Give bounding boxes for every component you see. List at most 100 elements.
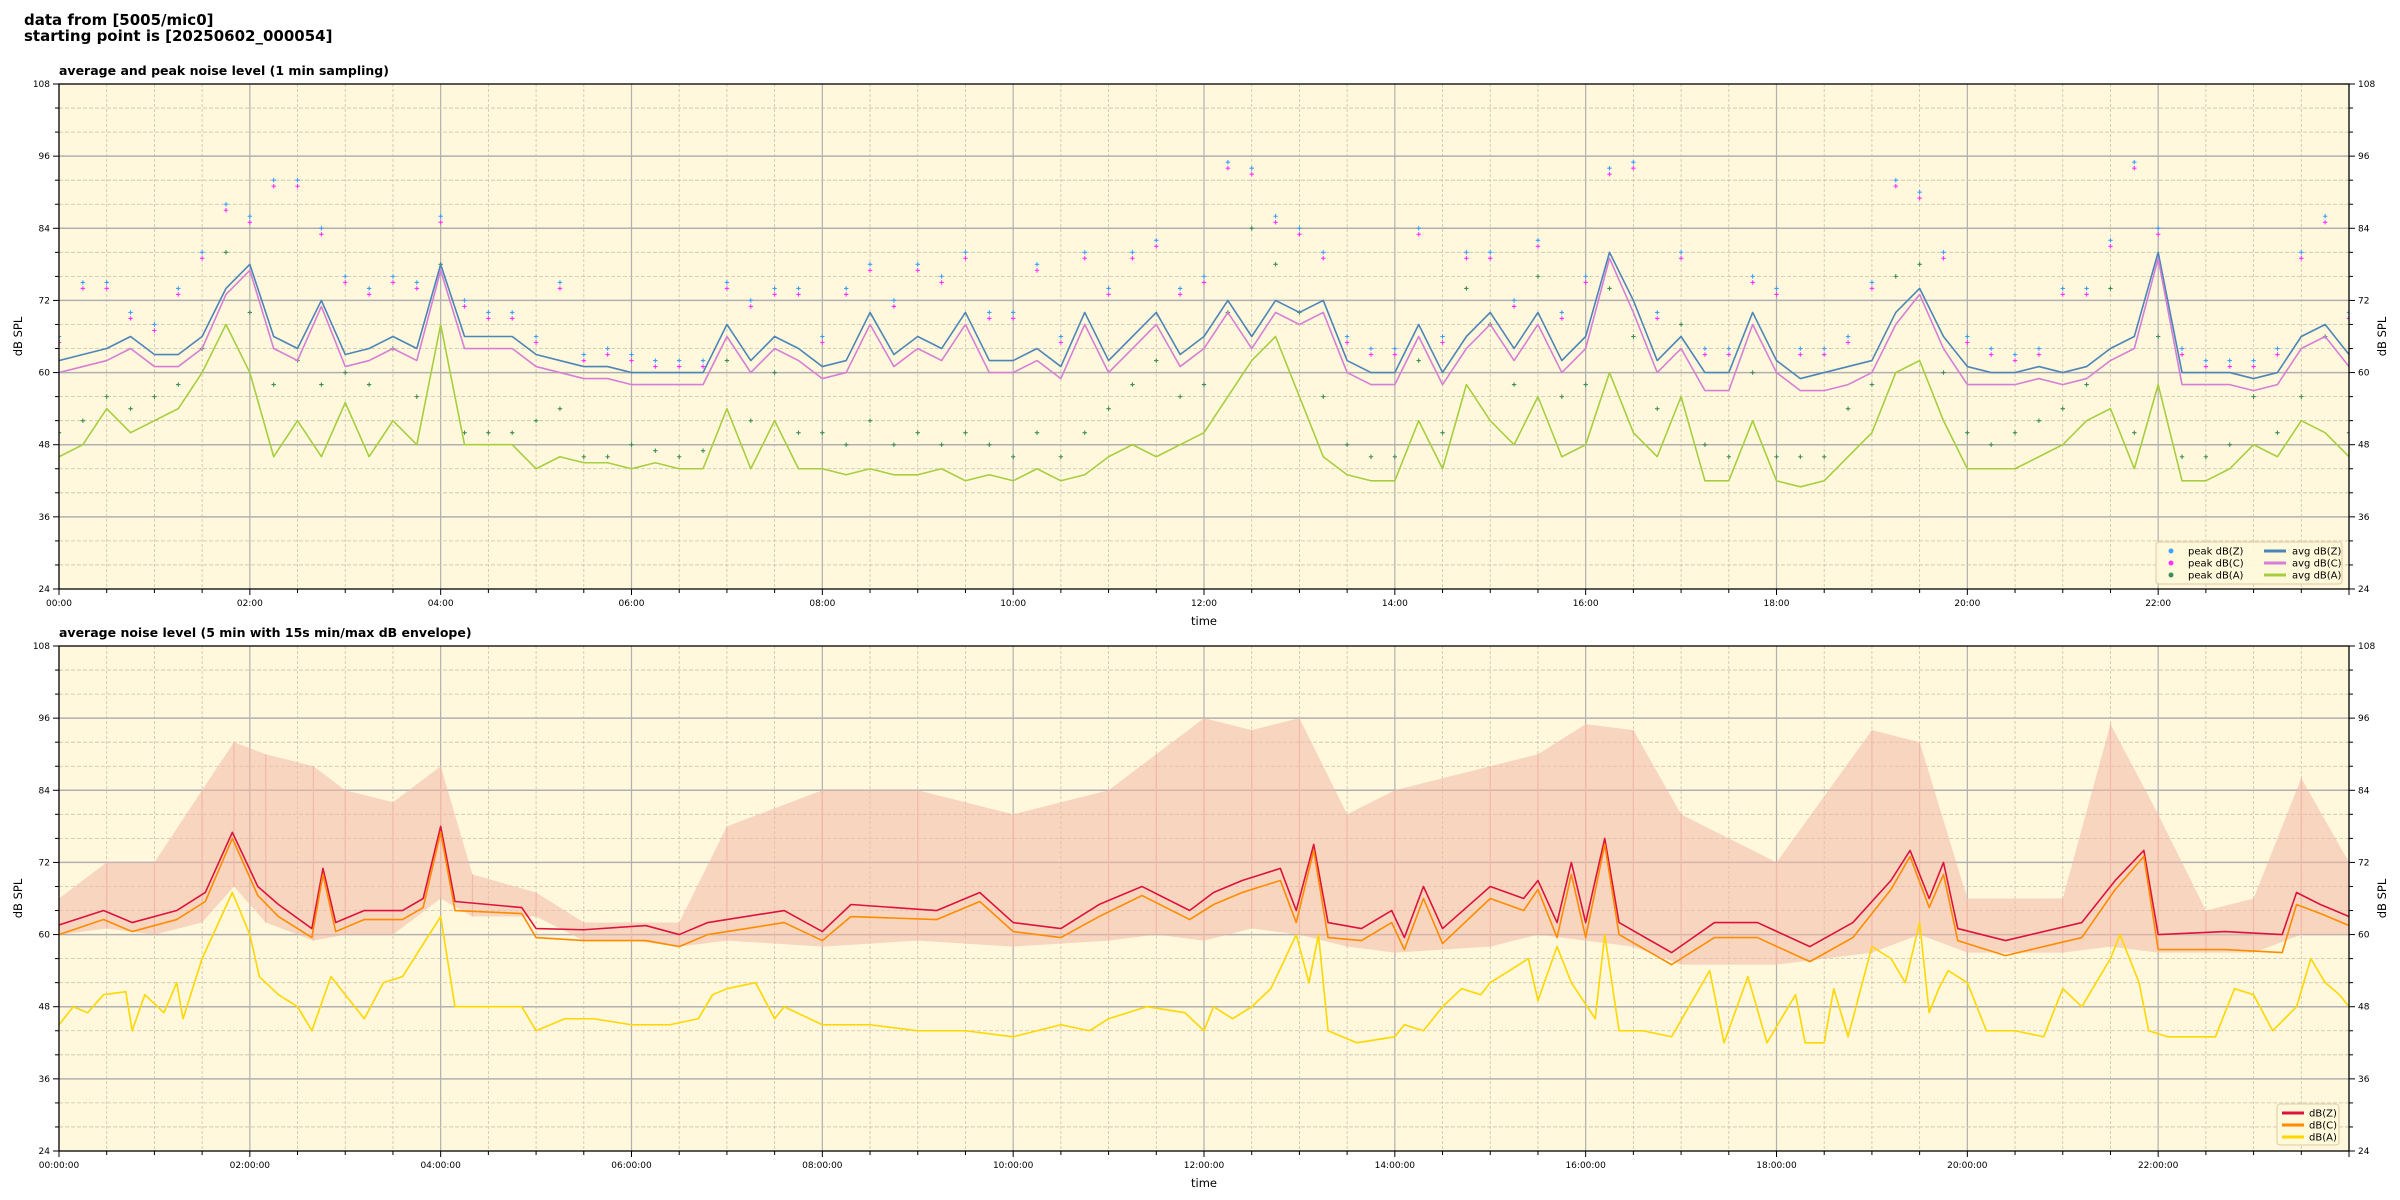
peak-point (1368, 454, 1374, 459)
peak-point (319, 382, 324, 387)
peak-point (1798, 352, 1803, 357)
peak-point (629, 352, 634, 357)
peak-point (366, 382, 372, 387)
x-tick-label: 04:00 (428, 599, 454, 609)
peak-point (1344, 334, 1350, 339)
peak-point (605, 454, 610, 459)
peak-point (2012, 430, 2018, 435)
peak-point (2012, 358, 2018, 363)
peak-point (1941, 370, 1946, 375)
peak-point (2155, 334, 2161, 339)
peak-point (1058, 334, 1064, 339)
peak-point (1965, 334, 1970, 339)
series-line-avg-db-a (59, 323, 2349, 488)
peak-point (1726, 346, 1731, 351)
peak-point (2060, 292, 2065, 297)
legend-label: dB(A) (2309, 1133, 2337, 1144)
peak-point (1631, 159, 1636, 165)
peak-point (2346, 310, 2349, 315)
peak-point (677, 358, 682, 363)
legend-label: peak dB(A) (2188, 571, 2244, 582)
peak-point (2299, 250, 2304, 255)
y-tick-label-right: 60 (2358, 369, 2370, 379)
peak-point (1845, 406, 1851, 411)
peak-point (1607, 165, 1612, 171)
legend-label: dB(Z) (2309, 1109, 2337, 1120)
peak-point (2299, 256, 2304, 261)
peak-point (2132, 165, 2137, 171)
y-tick-label-right: 24 (2358, 585, 2370, 595)
peak-point (820, 430, 825, 435)
peak-point (843, 286, 849, 291)
peak-point (1535, 238, 1541, 243)
peak-point (939, 274, 944, 279)
peak-point (820, 334, 825, 339)
y-tick-label-right: 24 (2358, 1147, 2370, 1157)
peak-point (1917, 262, 1922, 267)
peak-point (128, 406, 133, 411)
peak-point (2251, 364, 2256, 369)
peak-point (1392, 454, 1398, 459)
plot-content (59, 159, 2349, 488)
peak-point (414, 286, 420, 291)
peak-point (2084, 292, 2089, 297)
peak-point (414, 394, 420, 399)
peak-point (1392, 352, 1398, 357)
peak-point (533, 340, 539, 345)
peak-point (1273, 214, 1278, 219)
peak-point (1535, 274, 1541, 279)
peak-point (1177, 286, 1183, 291)
legend-label: peak dB(Z) (2188, 547, 2244, 558)
peak-point (1130, 250, 1135, 255)
peak-point (2203, 364, 2209, 369)
x-tick-label: 14:00:00 (1375, 1161, 1416, 1171)
peak-point (748, 418, 753, 423)
peak-point (343, 280, 348, 285)
x-tick-label: 16:00:00 (1565, 1161, 1606, 1171)
peak-point (1893, 177, 1898, 183)
peak-point (104, 394, 109, 399)
peak-point (486, 430, 491, 435)
y-tick-label-left: 48 (39, 1003, 51, 1013)
peak-point (796, 430, 801, 435)
peak-point (2036, 346, 2042, 351)
peak-point (1034, 262, 1040, 267)
peak-point (1965, 430, 1970, 435)
peak-point (1201, 280, 1207, 285)
x-tick-label: 12:00 (1191, 599, 1217, 609)
bottom-chart-title: average noise level (5 min with 15s min/… (59, 625, 472, 640)
y-tick-label-left: 108 (33, 642, 50, 652)
peak-point (557, 406, 563, 411)
peak-point (1822, 454, 1827, 459)
peak-point (223, 208, 229, 213)
x-axis-label: time (1191, 1176, 1217, 1190)
peak-point (1726, 454, 1731, 459)
peak-point (271, 177, 276, 183)
x-tick-label: 20:00 (1954, 599, 1980, 609)
peak-point (748, 298, 753, 303)
peak-point (2251, 394, 2256, 399)
peak-point (1583, 280, 1588, 285)
peak-point (653, 364, 658, 369)
peak-point (152, 328, 157, 333)
peak-point (605, 346, 610, 351)
y-tick-label-right: 84 (2358, 786, 2370, 796)
peak-point (80, 286, 86, 291)
y-tick-label-left: 60 (39, 369, 51, 379)
peak-point (1655, 310, 1660, 315)
peak-point (1988, 352, 1994, 357)
series-line-db-a (59, 891, 2349, 1044)
y-tick-label-right: 84 (2358, 224, 2370, 234)
peak-point (2179, 346, 2185, 351)
y-tick-label-left: 60 (39, 931, 51, 941)
peak-point (2084, 382, 2089, 387)
peak-point (2084, 286, 2089, 291)
y-tick-label-right: 72 (2358, 858, 2369, 868)
peak-point (820, 340, 825, 345)
peak-point (605, 352, 610, 357)
x-tick-label: 20:00:00 (1947, 1161, 1988, 1171)
peak-point (1678, 322, 1684, 327)
peak-point (2251, 358, 2256, 363)
peak-point (1488, 256, 1493, 261)
x-tick-label: 04:00:00 (420, 1161, 461, 1171)
